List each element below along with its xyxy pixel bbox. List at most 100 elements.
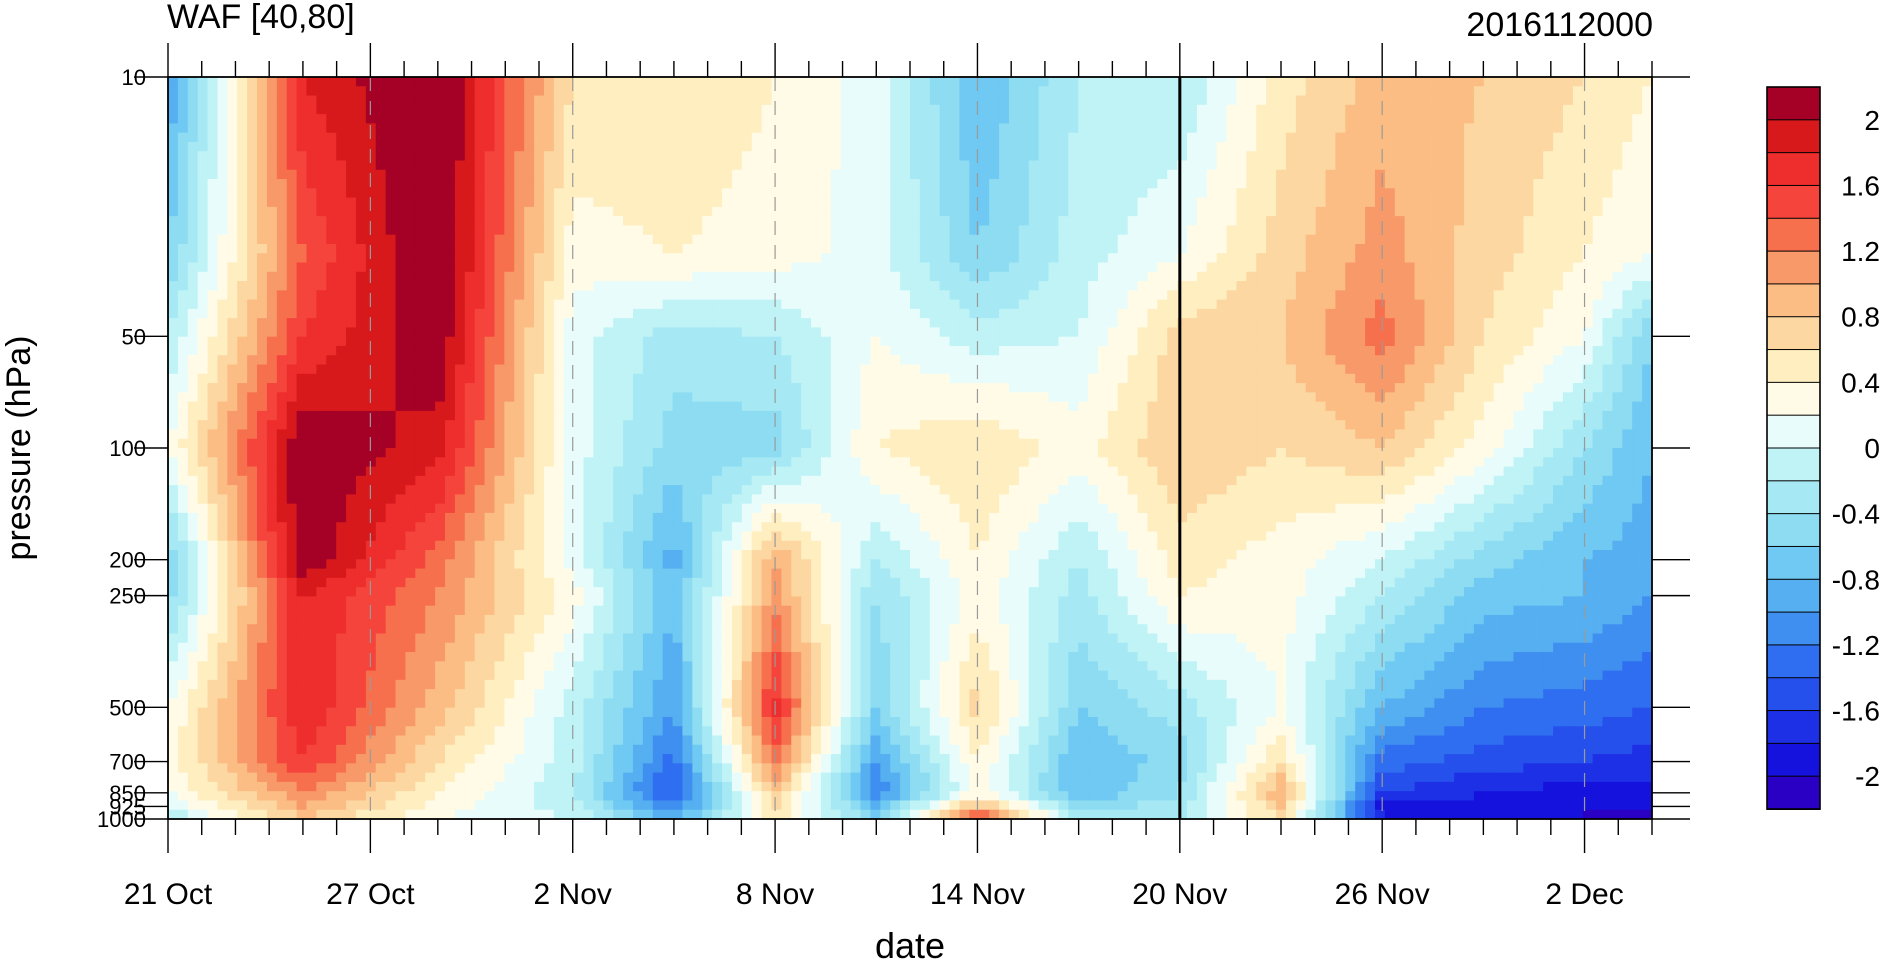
- heatmap-cell: [425, 253, 436, 264]
- heatmap-cell: [791, 141, 802, 152]
- heatmap-cell: [1493, 345, 1505, 356]
- heatmap-cell: [1365, 243, 1376, 254]
- heatmap-cell: [623, 281, 634, 291]
- heatmap-cell: [365, 308, 377, 319]
- heatmap-cell: [1236, 373, 1247, 384]
- heatmap-cell: [296, 253, 308, 264]
- heatmap-cell: [672, 271, 684, 282]
- heatmap-cell: [1503, 188, 1515, 199]
- heatmap-cell: [979, 123, 990, 134]
- heatmap-cell: [454, 188, 466, 199]
- heatmap-cell: [999, 327, 1010, 338]
- heatmap-cell: [1384, 308, 1396, 319]
- heatmap-cell: [1028, 114, 1040, 124]
- heatmap-cell: [1632, 262, 1643, 273]
- heatmap-cell: [1068, 262, 1079, 273]
- heatmap-cell: [1206, 225, 1218, 236]
- heatmap-cell: [850, 206, 862, 217]
- heatmap-cell: [484, 225, 496, 236]
- heatmap-cell: [494, 364, 505, 375]
- heatmap-cell: [257, 77, 268, 87]
- heatmap-cell: [1206, 299, 1218, 310]
- heatmap-cell: [1206, 271, 1218, 282]
- heatmap-cell: [1424, 327, 1435, 338]
- heatmap-cell: [553, 77, 565, 87]
- heatmap-cell: [1236, 364, 1247, 375]
- heatmap-cell: [1632, 373, 1643, 384]
- heatmap-cell: [1048, 104, 1059, 115]
- heatmap-cell: [1038, 179, 1050, 189]
- heatmap-cell: [405, 271, 416, 282]
- heatmap-cell: [652, 179, 664, 189]
- heatmap-cell: [1335, 327, 1346, 338]
- heatmap-cell: [187, 308, 199, 319]
- heatmap-cell: [1157, 225, 1168, 236]
- heatmap-cell: [1097, 151, 1109, 162]
- heatmap-cell: [1266, 169, 1277, 180]
- heatmap-cell: [672, 308, 684, 319]
- heatmap-cell: [1206, 169, 1218, 180]
- heatmap-cell: [237, 234, 248, 245]
- heatmap-cell: [445, 253, 456, 264]
- heatmap-cell: [177, 77, 189, 87]
- heatmap-cell: [177, 104, 189, 115]
- heatmap-cell: [514, 95, 525, 106]
- heatmap-cell: [1394, 373, 1406, 384]
- heatmap-cell: [217, 225, 228, 236]
- heatmap-cell: [1107, 132, 1119, 143]
- heatmap-cell: [1513, 234, 1524, 245]
- heatmap-cell: [1068, 253, 1079, 264]
- heatmap-cell: [336, 114, 347, 124]
- heatmap-cell: [1187, 77, 1198, 87]
- heatmap-cell: [662, 188, 674, 199]
- heatmap-cell: [336, 169, 347, 180]
- heatmap-cell: [415, 318, 426, 329]
- heatmap-cell: [1543, 197, 1554, 208]
- heatmap-cell: [969, 151, 980, 162]
- heatmap-cell: [1513, 308, 1524, 319]
- heatmap-cell: [1127, 253, 1139, 264]
- heatmap-cell: [266, 262, 278, 273]
- heatmap-cell: [1285, 169, 1297, 180]
- heatmap-cell: [435, 104, 446, 115]
- heatmap-cell: [1196, 160, 1208, 171]
- heatmap-cell: [1582, 114, 1594, 124]
- heatmap-cell: [1365, 234, 1376, 245]
- heatmap-cell: [1048, 262, 1059, 273]
- heatmap-cell: [543, 77, 555, 87]
- heatmap-cell: [1622, 373, 1633, 384]
- heatmap-cell: [1543, 132, 1554, 143]
- heatmap-cell: [1374, 160, 1386, 171]
- heatmap-cell: [435, 327, 446, 338]
- heatmap-cell: [1226, 225, 1238, 236]
- heatmap-cell: [1374, 327, 1386, 338]
- heatmap-cell: [771, 290, 782, 301]
- heatmap-cell: [405, 308, 416, 319]
- heatmap-cell: [1632, 151, 1643, 162]
- heatmap-cell: [1374, 188, 1386, 199]
- heatmap-cell: [217, 281, 228, 291]
- heatmap-cell: [1513, 188, 1524, 199]
- heatmap-cell: [1503, 225, 1515, 236]
- heatmap-cell: [1276, 77, 1287, 87]
- heatmap-cell: [1028, 355, 1040, 366]
- heatmap-cell: [632, 206, 644, 217]
- heatmap-cell: [642, 141, 654, 152]
- heatmap-cell: [1464, 188, 1475, 199]
- heatmap-cell: [1444, 336, 1455, 347]
- heatmap-cell: [346, 355, 357, 366]
- heatmap-cell: [1612, 345, 1623, 356]
- heatmap-cell: [652, 114, 664, 124]
- heatmap-cell: [623, 169, 634, 180]
- heatmap-cell: [306, 327, 317, 338]
- heatmap-cell: [1543, 271, 1554, 282]
- heatmap-cell: [454, 95, 466, 106]
- heatmap-cell: [1404, 123, 1416, 134]
- heatmap-cell: [1493, 234, 1505, 245]
- heatmap-cell: [722, 104, 733, 115]
- heatmap-cell: [1147, 373, 1158, 384]
- heatmap-cell: [464, 179, 476, 189]
- heatmap-cell: [1592, 290, 1604, 301]
- heatmap-cell: [1602, 364, 1614, 375]
- heatmap-cell: [1206, 262, 1218, 273]
